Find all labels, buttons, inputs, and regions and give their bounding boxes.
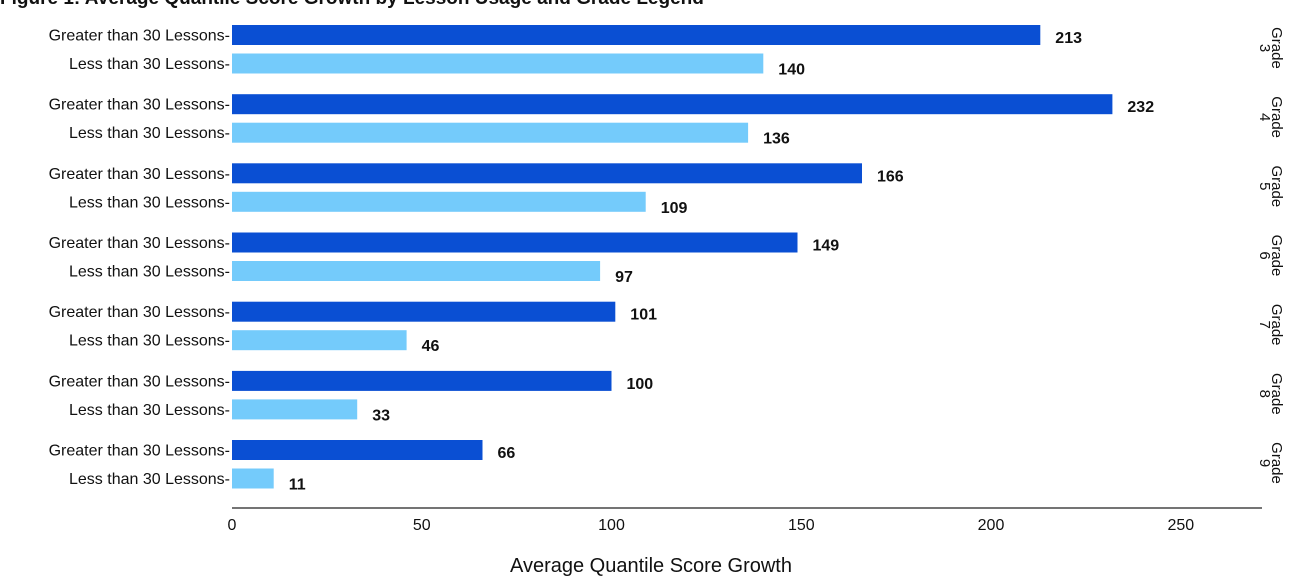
facet-label: Grade: [1268, 96, 1285, 138]
category-label: Greater than 30 Lessons-: [49, 235, 230, 252]
x-tick-label: 100: [598, 517, 625, 534]
data-label: 166: [877, 168, 904, 185]
bar: [232, 330, 407, 351]
facet-label: Grade: [1268, 442, 1285, 484]
chart-title: Figure 1: Average Quantile Score Growth …: [0, 0, 704, 10]
data-label: 11: [289, 477, 306, 494]
category-label: Less than 30 Lessons-: [69, 125, 230, 142]
x-tick-label: 150: [788, 517, 815, 534]
bar: [232, 53, 764, 74]
data-label: 100: [627, 376, 654, 393]
category-label: Less than 30 Lessons-: [69, 194, 230, 211]
bar: [232, 399, 358, 420]
data-label: 109: [661, 200, 688, 217]
facet-label: Grade: [1268, 373, 1285, 415]
category-label: Less than 30 Lessons-: [69, 264, 230, 281]
x-tick-label: 50: [413, 517, 431, 534]
bar: [232, 94, 1113, 115]
category-label: Greater than 30 Lessons-: [49, 97, 230, 114]
category-label: Greater than 30 Lessons-: [49, 443, 230, 460]
facet-label: Grade: [1268, 165, 1285, 207]
category-label: Greater than 30 Lessons-: [49, 28, 230, 45]
data-label: 136: [763, 131, 790, 148]
facet-value: 6: [1256, 251, 1273, 259]
category-label: Greater than 30 Lessons-: [49, 373, 230, 390]
bar: [232, 232, 798, 253]
category-label: Less than 30 Lessons-: [69, 333, 230, 350]
data-label: 46: [422, 338, 440, 355]
data-label: 101: [630, 307, 657, 324]
facet-label: Grade: [1268, 27, 1285, 69]
facet-label: Grade: [1268, 304, 1285, 346]
facet-value: 3: [1256, 44, 1273, 52]
x-axis-title: Average Quantile Score Growth: [510, 555, 792, 576]
data-label: 33: [372, 407, 390, 424]
facet-value: 9: [1256, 459, 1273, 467]
facet-value: 8: [1256, 390, 1273, 398]
bar: [232, 191, 646, 212]
data-label: 97: [615, 269, 633, 286]
facet-label: Grade: [1268, 235, 1285, 277]
bar: [232, 440, 483, 460]
data-label: 140: [778, 62, 805, 79]
x-tick-label: 250: [1167, 517, 1194, 534]
category-label: Greater than 30 Lessons-: [49, 304, 230, 321]
category-label: Less than 30 Lessons-: [69, 402, 230, 419]
facet-value: 4: [1256, 113, 1273, 121]
facet-value: 5: [1256, 182, 1273, 190]
bar: [232, 370, 612, 391]
bar: [232, 122, 749, 143]
x-tick-label: 200: [978, 517, 1005, 534]
bar: [232, 261, 601, 281]
data-label: 66: [498, 445, 516, 462]
bar: [232, 301, 616, 322]
facet-value: 7: [1256, 321, 1273, 329]
bar: [232, 468, 274, 489]
category-label: Greater than 30 Lessons-: [49, 166, 230, 183]
category-label: Less than 30 Lessons-: [69, 471, 230, 488]
category-label: Less than 30 Lessons-: [69, 56, 230, 73]
x-tick-label: 0: [228, 517, 237, 534]
data-label: 213: [1055, 30, 1082, 47]
bar: [232, 25, 1041, 45]
data-label: 149: [813, 238, 840, 255]
data-label: 232: [1127, 99, 1154, 116]
bar: [232, 163, 862, 184]
